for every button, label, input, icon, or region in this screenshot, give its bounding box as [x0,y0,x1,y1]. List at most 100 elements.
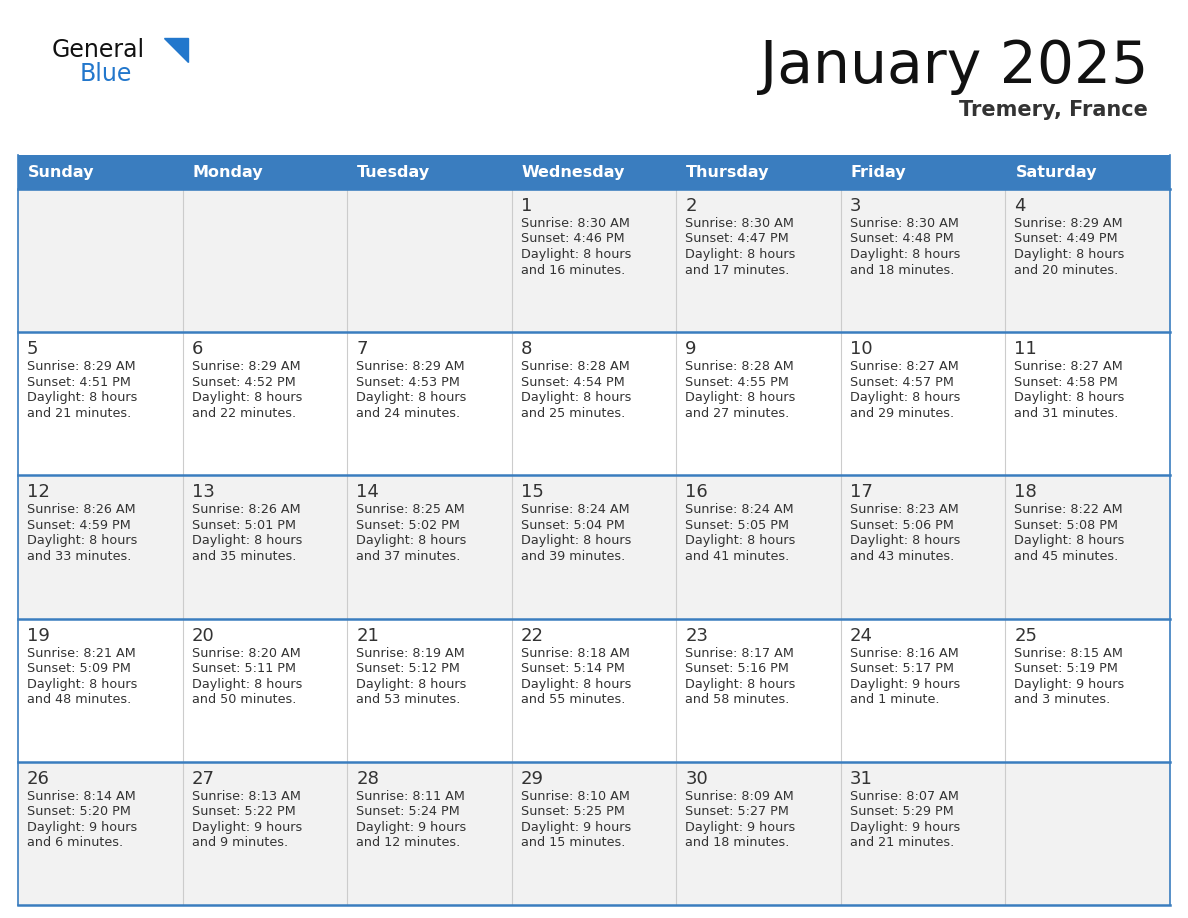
Text: Daylight: 8 hours: Daylight: 8 hours [685,677,796,690]
Text: 1: 1 [520,197,532,215]
Bar [18,189,183,332]
Text: 11: 11 [1015,341,1037,358]
Text: Daylight: 9 hours: Daylight: 9 hours [1015,677,1125,690]
Text: Sunset: 5:14 PM: Sunset: 5:14 PM [520,662,625,675]
Text: Daylight: 9 hours: Daylight: 9 hours [191,821,302,834]
Bar [347,155,512,189]
Text: Sunrise: 8:18 AM: Sunrise: 8:18 AM [520,646,630,660]
Text: and 20 minutes.: and 20 minutes. [1015,263,1119,276]
Text: Sunset: 4:52 PM: Sunset: 4:52 PM [191,375,296,388]
Text: and 3 minutes.: and 3 minutes. [1015,693,1111,706]
Text: Daylight: 8 hours: Daylight: 8 hours [1015,248,1125,261]
Text: Sunrise: 8:29 AM: Sunrise: 8:29 AM [191,360,301,374]
Bar [18,619,183,762]
Bar [676,332,841,476]
Text: and 17 minutes.: and 17 minutes. [685,263,790,276]
Text: 26: 26 [27,770,50,788]
Text: 4: 4 [1015,197,1026,215]
Text: Sunrise: 8:28 AM: Sunrise: 8:28 AM [520,360,630,374]
Polygon shape [164,38,188,62]
Bar [183,476,347,619]
Text: Monday: Monday [192,164,264,180]
Text: and 15 minutes.: and 15 minutes. [520,836,625,849]
Text: Sunrise: 8:09 AM: Sunrise: 8:09 AM [685,789,794,803]
Text: Sunrise: 8:27 AM: Sunrise: 8:27 AM [1015,360,1123,374]
Text: Sunset: 4:57 PM: Sunset: 4:57 PM [849,375,954,388]
Bar [18,476,183,619]
Text: and 12 minutes.: and 12 minutes. [356,836,461,849]
Text: January 2025: January 2025 [759,38,1148,95]
Text: Daylight: 8 hours: Daylight: 8 hours [191,534,302,547]
Text: Sunset: 5:06 PM: Sunset: 5:06 PM [849,519,954,532]
Text: Tuesday: Tuesday [358,164,430,180]
Text: Sunset: 5:09 PM: Sunset: 5:09 PM [27,662,131,675]
Text: Daylight: 8 hours: Daylight: 8 hours [356,391,467,404]
Bar [841,619,1005,762]
Text: Sunset: 5:22 PM: Sunset: 5:22 PM [191,805,296,818]
Text: Daylight: 8 hours: Daylight: 8 hours [356,534,467,547]
Text: and 29 minutes.: and 29 minutes. [849,407,954,420]
Text: Sunset: 4:49 PM: Sunset: 4:49 PM [1015,232,1118,245]
Text: Sunset: 5:01 PM: Sunset: 5:01 PM [191,519,296,532]
Text: Daylight: 9 hours: Daylight: 9 hours [520,821,631,834]
Text: Daylight: 9 hours: Daylight: 9 hours [685,821,796,834]
Bar [18,762,183,905]
Text: Sunrise: 8:24 AM: Sunrise: 8:24 AM [520,503,630,517]
Text: and 45 minutes.: and 45 minutes. [1015,550,1119,563]
Text: Sunset: 5:24 PM: Sunset: 5:24 PM [356,805,460,818]
Bar [676,476,841,619]
Bar [18,332,183,476]
Text: 6: 6 [191,341,203,358]
Text: and 48 minutes.: and 48 minutes. [27,693,131,706]
Text: and 31 minutes.: and 31 minutes. [1015,407,1119,420]
Text: Thursday: Thursday [687,164,770,180]
Text: Daylight: 8 hours: Daylight: 8 hours [356,677,467,690]
Text: and 1 minute.: and 1 minute. [849,693,940,706]
Text: 7: 7 [356,341,367,358]
Bar [347,476,512,619]
Text: and 55 minutes.: and 55 minutes. [520,693,625,706]
Bar [1005,762,1170,905]
Text: 29: 29 [520,770,544,788]
Bar [347,619,512,762]
Text: Sunrise: 8:29 AM: Sunrise: 8:29 AM [27,360,135,374]
Bar [512,332,676,476]
Text: Sunday: Sunday [29,164,95,180]
Text: Sunrise: 8:30 AM: Sunrise: 8:30 AM [849,217,959,230]
Text: 10: 10 [849,341,872,358]
Text: 19: 19 [27,627,50,644]
Text: Daylight: 8 hours: Daylight: 8 hours [685,248,796,261]
Text: 21: 21 [356,627,379,644]
Bar [1005,476,1170,619]
Text: Sunrise: 8:20 AM: Sunrise: 8:20 AM [191,646,301,660]
Bar [676,189,841,332]
Text: Daylight: 8 hours: Daylight: 8 hours [849,391,960,404]
Text: and 33 minutes.: and 33 minutes. [27,550,132,563]
Text: Sunset: 5:29 PM: Sunset: 5:29 PM [849,805,954,818]
Text: Sunset: 4:55 PM: Sunset: 4:55 PM [685,375,789,388]
Text: and 21 minutes.: and 21 minutes. [27,407,131,420]
Bar [841,155,1005,189]
Text: and 24 minutes.: and 24 minutes. [356,407,460,420]
Text: Sunset: 5:02 PM: Sunset: 5:02 PM [356,519,460,532]
Bar [841,762,1005,905]
Bar [841,476,1005,619]
Text: Sunset: 4:48 PM: Sunset: 4:48 PM [849,232,954,245]
Text: 28: 28 [356,770,379,788]
Bar [1005,155,1170,189]
Text: Sunset: 4:54 PM: Sunset: 4:54 PM [520,375,625,388]
Text: 3: 3 [849,197,861,215]
Text: Blue: Blue [80,62,132,86]
Text: and 21 minutes.: and 21 minutes. [849,836,954,849]
Text: Sunset: 5:17 PM: Sunset: 5:17 PM [849,662,954,675]
Text: Daylight: 8 hours: Daylight: 8 hours [520,391,631,404]
Text: Daylight: 8 hours: Daylight: 8 hours [191,391,302,404]
Bar [183,189,347,332]
Text: Sunrise: 8:30 AM: Sunrise: 8:30 AM [685,217,794,230]
Text: Sunset: 5:25 PM: Sunset: 5:25 PM [520,805,625,818]
Text: Sunset: 5:27 PM: Sunset: 5:27 PM [685,805,789,818]
Text: Daylight: 9 hours: Daylight: 9 hours [849,821,960,834]
Text: Sunset: 4:46 PM: Sunset: 4:46 PM [520,232,625,245]
Text: 13: 13 [191,484,215,501]
Text: and 50 minutes.: and 50 minutes. [191,693,296,706]
